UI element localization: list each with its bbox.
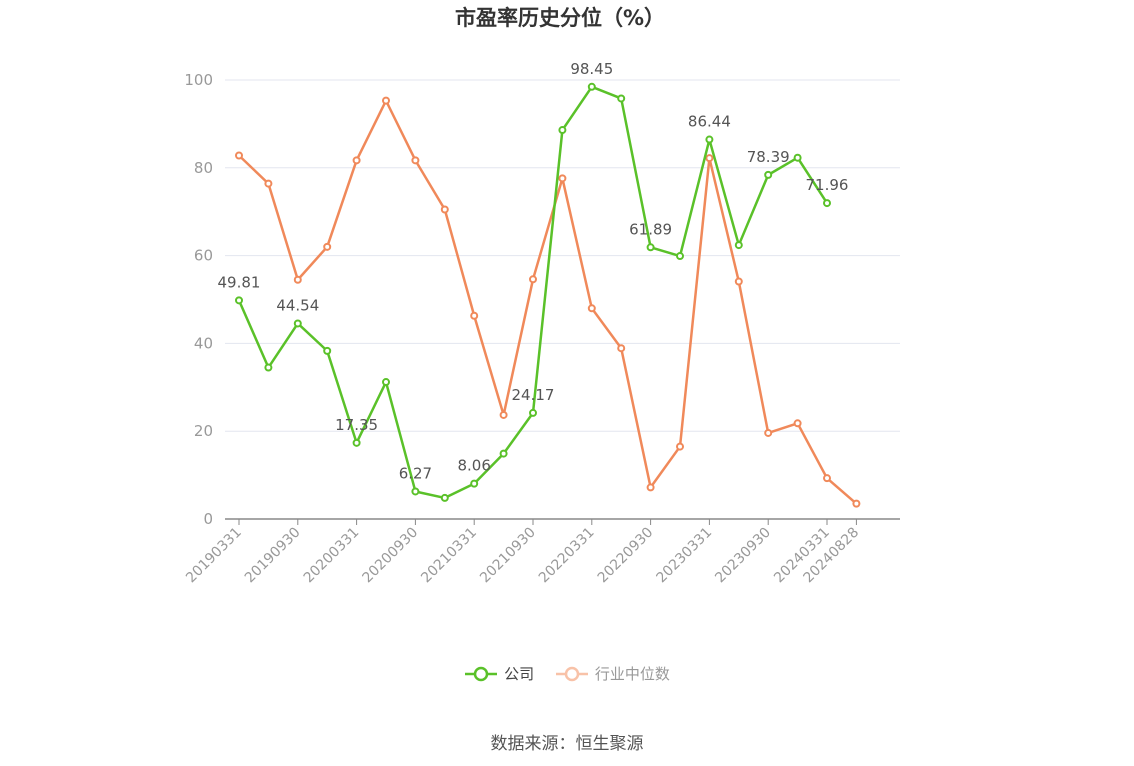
y-tick-label-100: 100 — [184, 71, 213, 89]
series-1-point-20200930 — [411, 156, 420, 165]
series-1-point-20221231 — [676, 442, 684, 451]
data-label-20200930: 6.27 — [399, 464, 432, 482]
series-1-point-20201231 — [440, 205, 449, 214]
legend-marker-company — [465, 666, 498, 681]
grid-layer — [225, 79, 900, 432]
series-1-point-20210331 — [470, 311, 479, 320]
legend-label-industry-median: 行业中位数 — [594, 665, 670, 683]
series-0-point-20210630 — [499, 449, 508, 458]
series-0-point-20221231 — [676, 252, 684, 261]
series-0-point-20200630 — [382, 378, 390, 387]
series-0-point-20190331 — [235, 296, 243, 305]
x-tick-label-20210331: 20210331 — [418, 525, 480, 587]
series-0-point-20230630 — [734, 241, 743, 250]
legend-marker-industry-median — [555, 666, 588, 681]
legend-item-industry-median[interactable]: 行业中位数 — [555, 663, 670, 684]
series-1-point-20230930 — [764, 428, 773, 437]
y-tick-label-80: 80 — [194, 159, 213, 177]
series-1-point-20240828 — [852, 499, 861, 508]
series-0-point-20231231 — [793, 153, 802, 162]
x-tick-label-20210930: 20210930 — [477, 525, 539, 587]
series-1-point-20230331 — [705, 154, 714, 163]
series-1-point-20220930 — [646, 483, 655, 492]
y-tick-label-20: 20 — [194, 422, 213, 440]
data-label-20220331: 98.45 — [570, 60, 613, 78]
data-label-20190331: 49.81 — [218, 273, 261, 291]
legend: 公司 行业中位数 — [0, 663, 1134, 686]
data-source-note: 数据来源：恒生聚源 — [490, 734, 644, 754]
series-0-point-20210331 — [470, 479, 479, 488]
x-tick-label-20230930: 20230930 — [712, 525, 774, 587]
series-0-point-20201231 — [440, 493, 449, 502]
line-chart: 0 20 40 60 80 100 2019033120190930202003312020… — [183, 60, 900, 587]
series-0-point-20220930 — [646, 243, 655, 252]
x-tick-label-20230331: 20230331 — [654, 525, 716, 587]
data-label-layer: 49.81 44.54 17.35 6.27 8.06 24.17 98.45 61.89 86… — [218, 60, 849, 483]
data-label-20220930: 61.89 — [629, 220, 672, 238]
data-label-20230930: 78.39 — [747, 148, 790, 166]
series-1-point-20200331 — [352, 156, 361, 165]
y-tick-label-40: 40 — [194, 334, 213, 352]
series-0-point-20200930 — [411, 487, 420, 496]
series-layer — [235, 82, 861, 508]
chart-title: 市盈率历史分位（%） — [454, 6, 666, 30]
series-1-point-20240331 — [823, 474, 831, 483]
x-tick-label-20190930: 20190930 — [242, 525, 304, 587]
series-0-point-20191231 — [323, 346, 332, 355]
x-tick-label-20200331: 20200331 — [301, 525, 363, 587]
series-1-point-20211231 — [558, 174, 567, 183]
series-0-point-20230930 — [764, 170, 773, 179]
series-0-point-20210930 — [529, 408, 537, 417]
series-0-point-20190930 — [293, 319, 302, 328]
data-label-20230331: 86.44 — [688, 113, 731, 131]
series-0-point-20190630 — [264, 363, 273, 372]
series-0-point-20220630 — [617, 94, 626, 103]
data-label-20210930: 24.17 — [512, 386, 555, 404]
series-1-point-20190331 — [235, 151, 243, 160]
data-label-20200331: 17.35 — [335, 416, 378, 434]
data-label-20190930: 44.54 — [276, 296, 319, 314]
series-1-point-20190930 — [293, 275, 302, 284]
series-0-point-20220331 — [587, 82, 596, 91]
series-1-point-20220630 — [617, 344, 626, 353]
series-1-point-20210630 — [499, 410, 508, 419]
legend-item-company[interactable]: 公司 — [464, 663, 534, 684]
series-1-point-20210930 — [529, 275, 537, 284]
x-tick-label-20200930: 20200930 — [360, 525, 422, 587]
series-0-point-20230331 — [705, 135, 714, 144]
series-0-point-20200331 — [352, 438, 361, 447]
series-1-point-20191231 — [323, 242, 332, 251]
series-1-point-20220331 — [587, 304, 596, 313]
series-1-point-20200630 — [382, 96, 390, 105]
x-tick-label-20190331: 20190331 — [183, 525, 245, 587]
data-label-20210331: 8.06 — [457, 457, 490, 475]
series-1-point-20190630 — [264, 179, 273, 188]
series-0-point-20211231 — [558, 126, 567, 135]
series-line-1 — [238, 99, 858, 505]
x-tick-label-20220331: 20220331 — [536, 525, 598, 587]
y-tick-label-0: 0 — [203, 510, 213, 528]
legend-label-company: 公司 — [504, 665, 535, 683]
x-tick-label-20220930: 20220930 — [595, 525, 657, 587]
data-label-20240331: 71.96 — [806, 176, 849, 194]
series-0-point-20240331 — [823, 199, 831, 208]
series-line-0 — [237, 85, 829, 500]
series-1-point-20230630 — [734, 277, 743, 286]
y-tick-label-60: 60 — [194, 247, 213, 265]
series-1-point-20231231 — [793, 419, 802, 428]
